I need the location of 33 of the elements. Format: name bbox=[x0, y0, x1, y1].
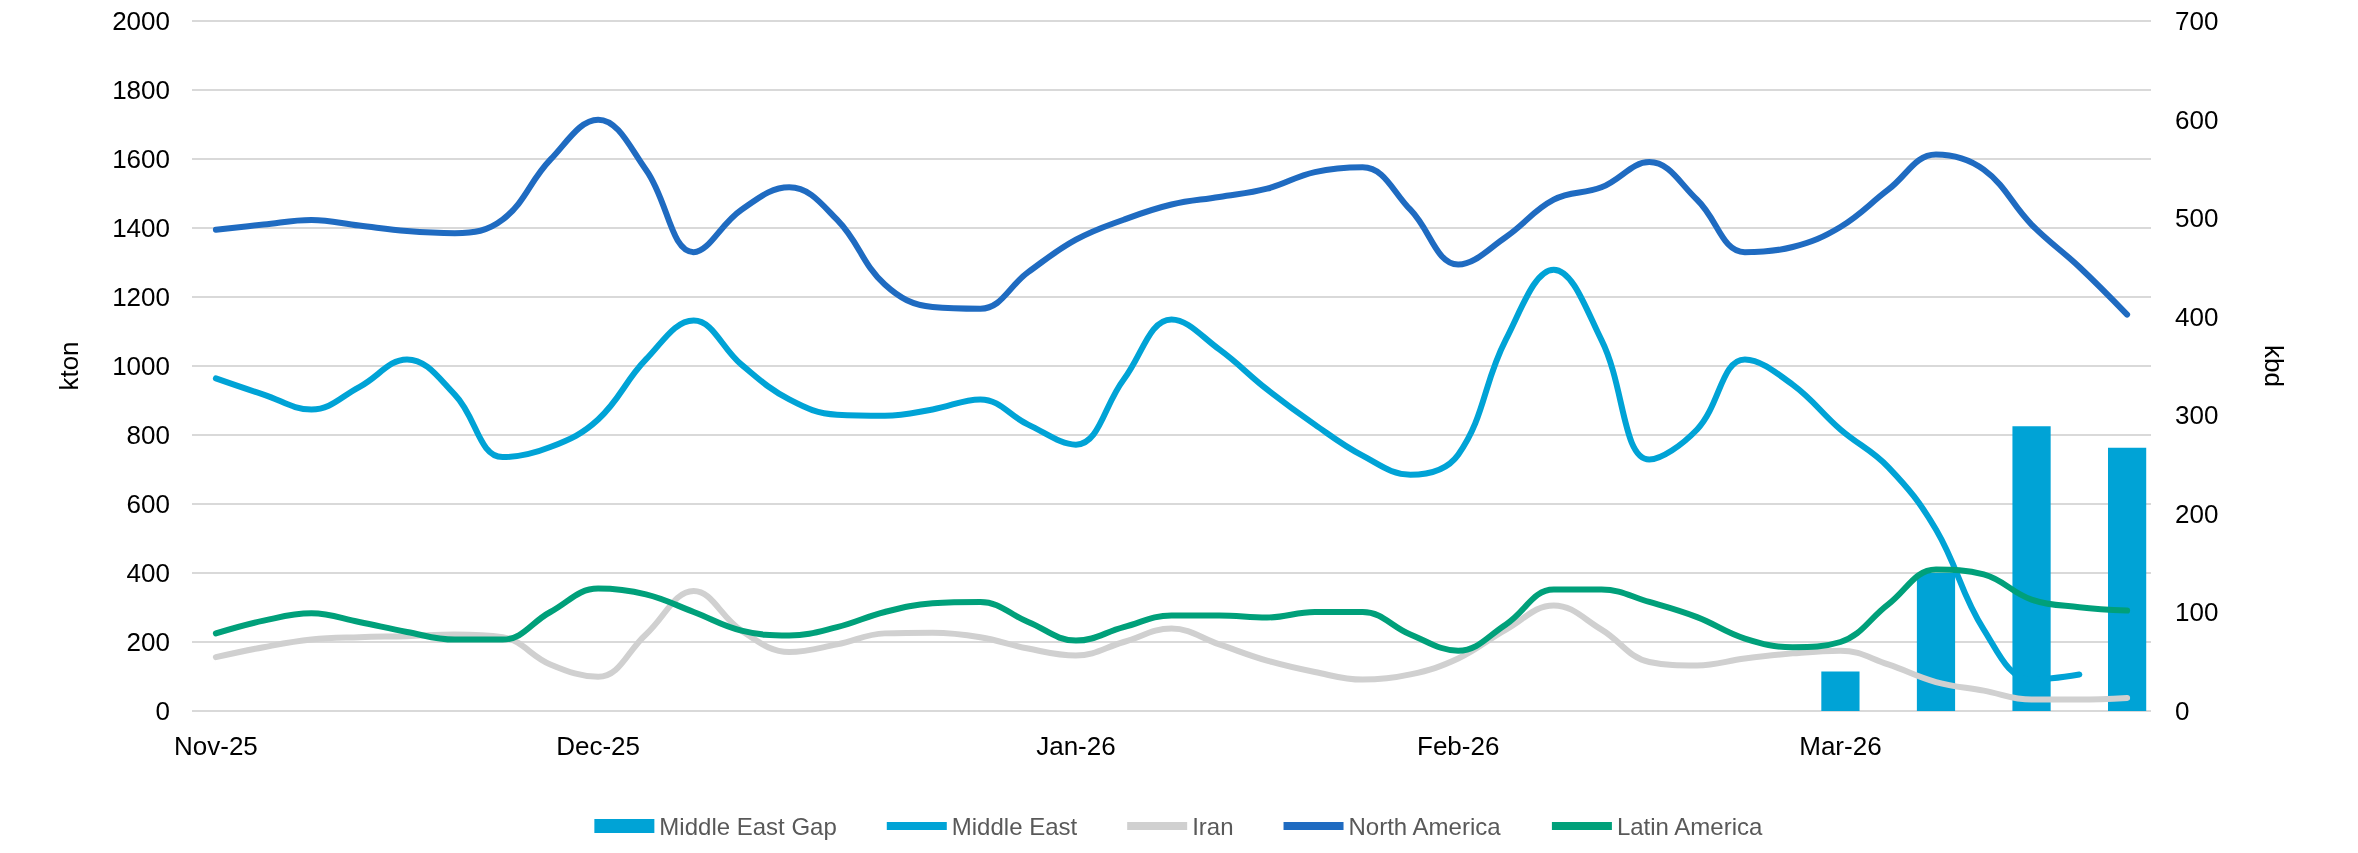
legend-label: Middle East bbox=[951, 812, 1078, 840]
y2-tick-label: 100 bbox=[2175, 597, 2219, 628]
y2-tick-label: 400 bbox=[2175, 301, 2219, 332]
y-tick-label: 1000 bbox=[112, 351, 170, 381]
y2-tick-label: 500 bbox=[2175, 203, 2219, 234]
y-tick-label: 1800 bbox=[112, 75, 170, 105]
y2-tick-label: 600 bbox=[2175, 104, 2219, 135]
y-tick-label: 800 bbox=[126, 420, 170, 450]
x-tick-label: Dec-25 bbox=[556, 731, 641, 761]
y-tick-label: 2000 bbox=[112, 6, 170, 36]
y-tick-label: 1200 bbox=[112, 282, 170, 312]
y2-tick-label: 200 bbox=[2175, 498, 2219, 529]
legend-label: Iran bbox=[1192, 812, 1234, 840]
bar bbox=[2108, 447, 2147, 711]
y-tick-label: 600 bbox=[126, 489, 170, 519]
y-tick-label: 1400 bbox=[112, 213, 170, 243]
x-tick-label: Jan-26 bbox=[1036, 731, 1116, 761]
y-tick-label: 400 bbox=[126, 558, 170, 588]
y-tick-label: 0 bbox=[155, 696, 170, 726]
x-tick-label: Feb-26 bbox=[1416, 731, 1500, 761]
legend-label: North America bbox=[1348, 812, 1502, 840]
y-axis-title: kton bbox=[54, 341, 84, 391]
legend-label: Middle East Gap bbox=[659, 812, 837, 840]
y-tick-label: 200 bbox=[126, 627, 170, 657]
legend-label: Latin America bbox=[1616, 812, 1763, 840]
x-tick-label: Nov-25 bbox=[173, 731, 258, 761]
y2-tick-label: 0 bbox=[2175, 696, 2190, 726]
y-tick-label: 1600 bbox=[112, 144, 170, 174]
bar bbox=[1821, 671, 1860, 711]
y2-tick-label: 700 bbox=[2175, 6, 2219, 36]
y2-tick-label: 300 bbox=[2175, 400, 2219, 431]
x-tick-label: Mar-26 bbox=[1799, 731, 1882, 761]
y2-axis-title: kbd bbox=[2259, 345, 2289, 387]
